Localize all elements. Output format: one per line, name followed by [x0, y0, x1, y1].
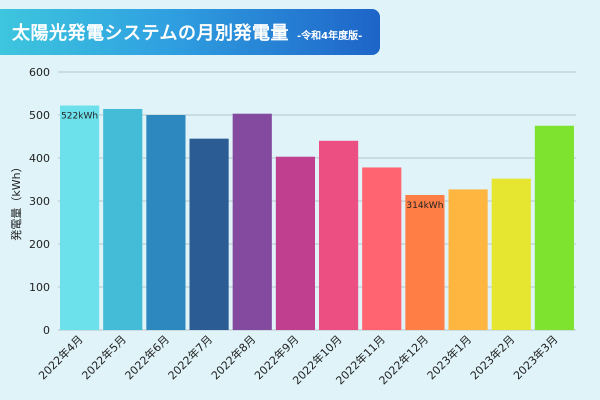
bar — [189, 138, 229, 330]
x-category-label: 2022年6月 — [122, 332, 172, 382]
chart-subtitle: -令和4年度版- — [296, 30, 363, 42]
bar — [103, 108, 143, 330]
x-category-label: 2023年3月 — [510, 332, 560, 382]
x-category-label: 2022年8月 — [208, 332, 258, 382]
bar — [60, 105, 100, 330]
chart-title: 太陽光発電システムの月別発電量 — [12, 23, 289, 44]
bar — [232, 113, 272, 331]
x-category-label: 2022年4月 — [36, 332, 86, 382]
bar — [275, 156, 315, 330]
x-category-label: 2022年5月 — [79, 332, 129, 382]
y-tick-label: 300 — [29, 195, 50, 208]
bar — [448, 189, 488, 330]
title-banner: 太陽光発電システムの月別発電量 -令和4年度版- — [0, 9, 380, 55]
y-tick-label: 600 — [29, 66, 50, 79]
x-category-label: 2022年7月 — [165, 332, 215, 382]
bar — [362, 167, 402, 330]
bar — [405, 194, 445, 330]
bar — [146, 115, 186, 330]
y-axis-title: 発電量（kWh） — [9, 161, 23, 240]
x-category-label: 2023年2月 — [467, 332, 517, 382]
bar — [491, 178, 531, 330]
y-tick-label: 0 — [43, 324, 50, 337]
bar — [319, 140, 359, 330]
data-label: 522kWh — [61, 112, 98, 122]
x-category-label: 2023年1月 — [424, 332, 474, 382]
data-label: 314kWh — [406, 201, 443, 211]
y-tick-label: 500 — [29, 109, 50, 122]
bar — [534, 125, 574, 330]
y-tick-label: 200 — [29, 238, 50, 251]
y-tick-label: 400 — [29, 152, 50, 165]
y-tick-label: 100 — [29, 281, 50, 294]
